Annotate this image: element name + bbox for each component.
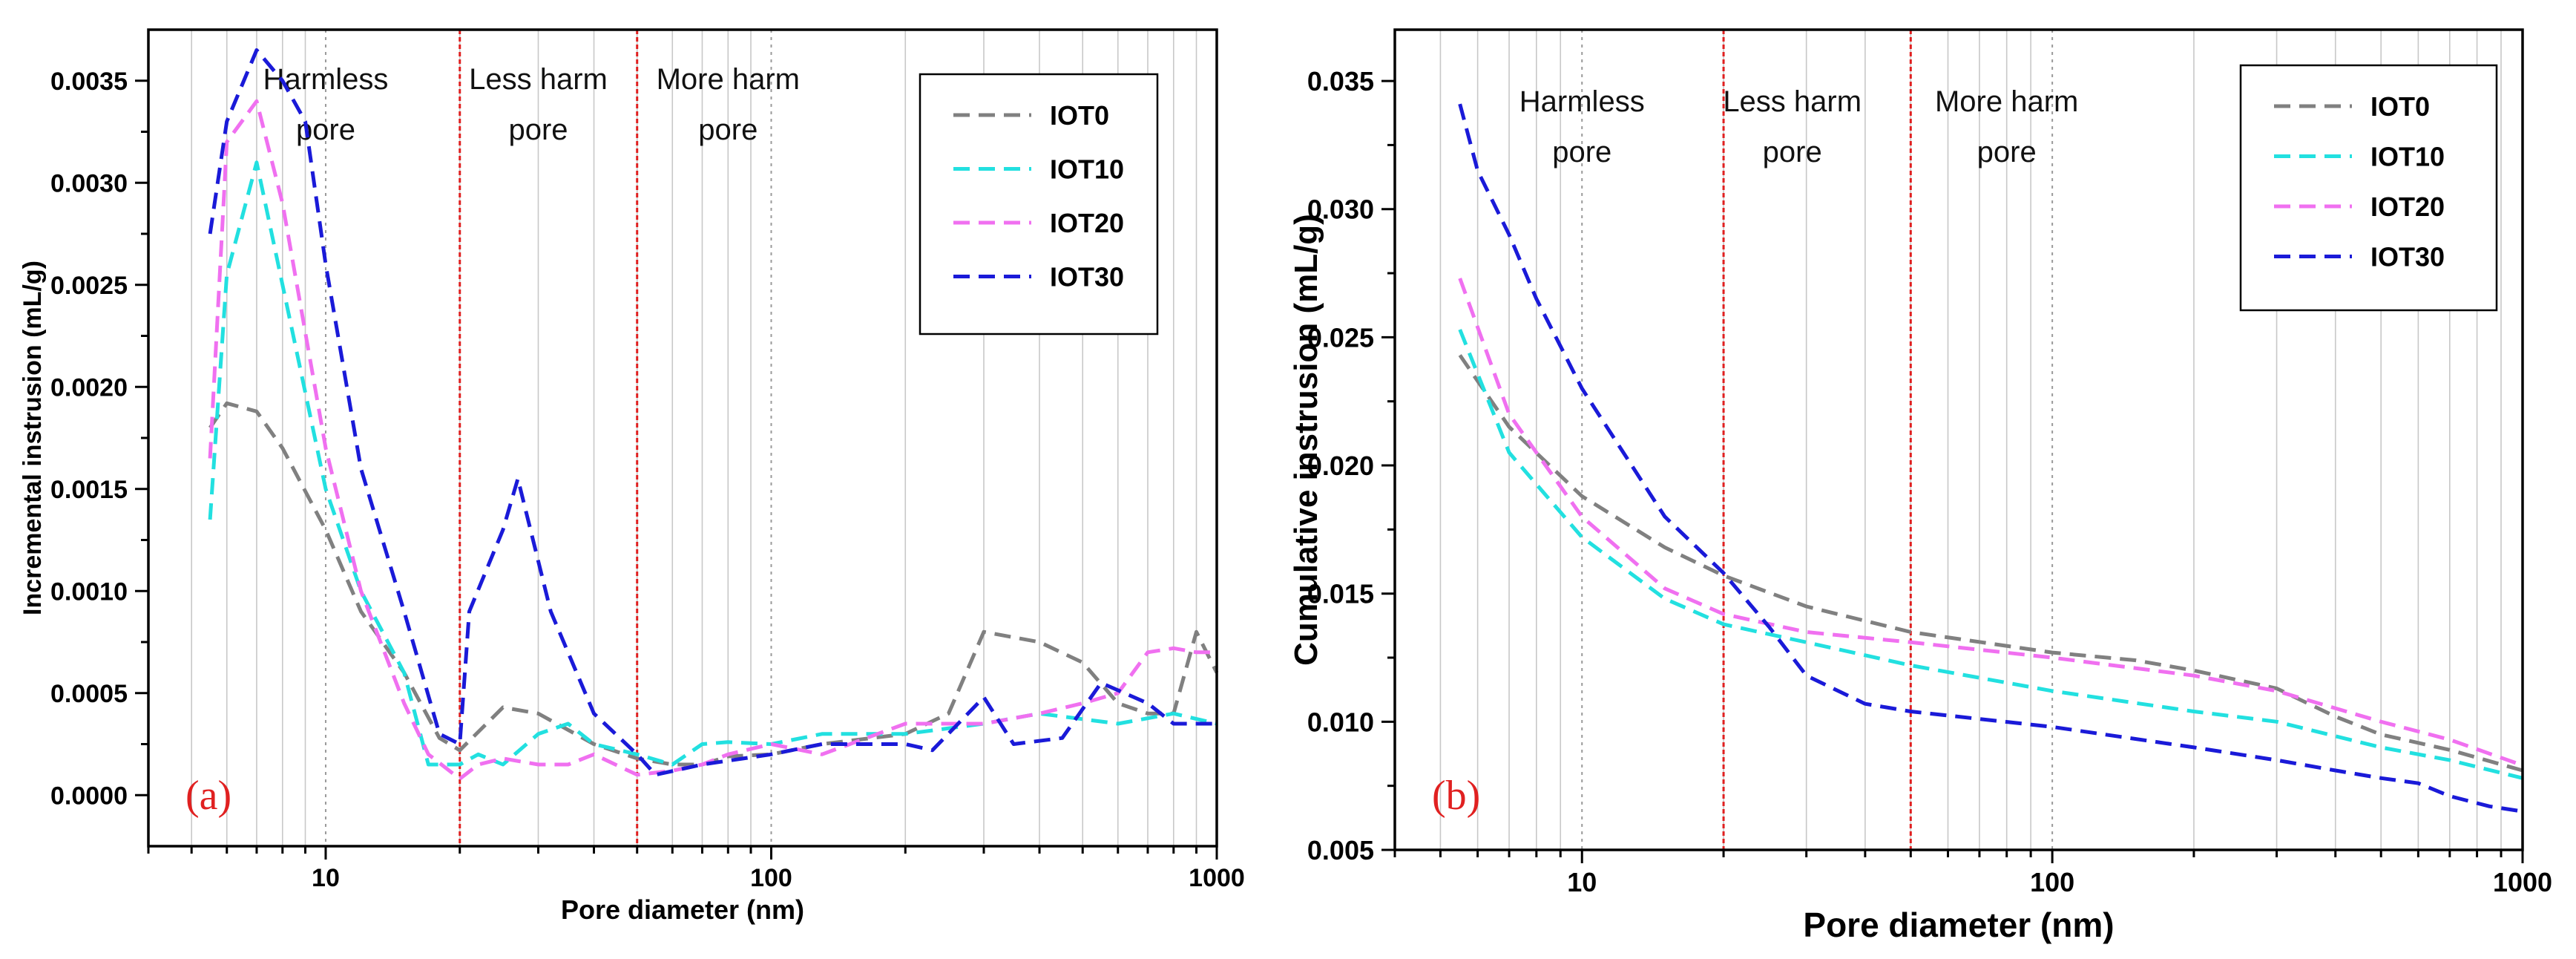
legend-box bbox=[2239, 64, 2498, 312]
region-label: Harmless bbox=[263, 63, 389, 96]
region-label: More harm bbox=[1935, 85, 2078, 118]
legend-entry-iot10: IOT10 bbox=[1050, 154, 1124, 184]
y-tick-label: 0.020 bbox=[1307, 451, 1374, 481]
legend: IOT0 IOT10 IOT20 IOT30 bbox=[2239, 64, 2498, 312]
series-line-iot30 bbox=[208, 48, 1217, 777]
region-label: More harm bbox=[657, 63, 800, 96]
y-tick-label: 0.015 bbox=[1307, 579, 1374, 609]
legend-entry-iot30: IOT30 bbox=[1050, 261, 1124, 292]
x-tick-label: 10 bbox=[312, 864, 340, 892]
panel-tag: (a) bbox=[185, 773, 231, 819]
y-tick-label: 0.0025 bbox=[50, 272, 128, 300]
region-label-line2: pore bbox=[1763, 136, 1822, 168]
x-tick-label: 1000 bbox=[2493, 867, 2552, 897]
y-tick-label: 0.0000 bbox=[50, 782, 128, 810]
y-tick-label: 0.0020 bbox=[50, 373, 128, 402]
y-axis-label: Incremental instrusion (mL/g) bbox=[19, 261, 47, 615]
region-label-line2: pore bbox=[1552, 136, 1611, 168]
series-group bbox=[208, 48, 1219, 781]
series-line-iot10 bbox=[1458, 329, 2523, 780]
x-tick-label: 10 bbox=[1567, 867, 1597, 897]
region-label: Less harm bbox=[1723, 85, 1862, 118]
y-tick-label: 0.010 bbox=[1307, 707, 1374, 737]
x-tick-label: 100 bbox=[2030, 867, 2074, 897]
region-label: Harmless bbox=[1519, 85, 1645, 118]
series-line-iot20 bbox=[1458, 278, 2523, 767]
legend: IOT0 IOT10 IOT20 IOT30 bbox=[919, 73, 1159, 336]
y-axis-label: Cumulative instrusion (mL/g) bbox=[1288, 214, 1324, 666]
region-label-line2: pore bbox=[698, 114, 758, 146]
y-tick-label: 0.005 bbox=[1307, 835, 1374, 865]
chart-panel-b: Harmless pore Less harm pore More harm pore 10… bbox=[1288, 28, 2552, 944]
y-tick-label: 0.030 bbox=[1307, 194, 1374, 225]
series-line-iot20 bbox=[208, 99, 1217, 781]
legend-box bbox=[919, 73, 1159, 336]
panel-tag: (b) bbox=[1432, 773, 1480, 819]
legend-entry-iot10: IOT10 bbox=[2370, 141, 2445, 171]
y-tick-label: 0.0030 bbox=[50, 169, 128, 197]
x-axis-label: Pore diameter (nm) bbox=[561, 894, 804, 925]
legend-entry-iot0: IOT0 bbox=[1050, 100, 1109, 131]
y-tick-label: 0.0035 bbox=[50, 68, 128, 96]
y-tick-label: 0.0010 bbox=[50, 577, 128, 606]
plot-frame bbox=[1393, 28, 2524, 851]
y-tick-label: 0.0005 bbox=[50, 680, 128, 708]
x-axis-label: Pore diameter (nm) bbox=[1803, 906, 2114, 944]
series-line-iot0 bbox=[1458, 354, 2523, 773]
y-tick-label: 0.025 bbox=[1307, 322, 1374, 353]
series-group bbox=[1458, 103, 2523, 814]
legend-entry-iot20: IOT20 bbox=[1050, 208, 1124, 238]
series-line-iot0 bbox=[208, 401, 1219, 767]
x-tick-label: 1000 bbox=[1189, 864, 1245, 892]
legend-entry-iot20: IOT20 bbox=[2370, 192, 2445, 222]
series-line-iot30 bbox=[1458, 103, 2523, 814]
y-tick-label: 0.0015 bbox=[50, 476, 128, 504]
x-tick-label: 100 bbox=[750, 864, 792, 892]
legend-entry-iot30: IOT30 bbox=[2370, 241, 2445, 272]
region-label-line2: pore bbox=[1977, 136, 2037, 168]
region-label-line2: pore bbox=[508, 114, 568, 146]
region-label: Less harm bbox=[469, 63, 608, 96]
y-tick-label: 0.035 bbox=[1307, 66, 1374, 96]
legend-entry-iot0: IOT0 bbox=[2370, 91, 2430, 122]
